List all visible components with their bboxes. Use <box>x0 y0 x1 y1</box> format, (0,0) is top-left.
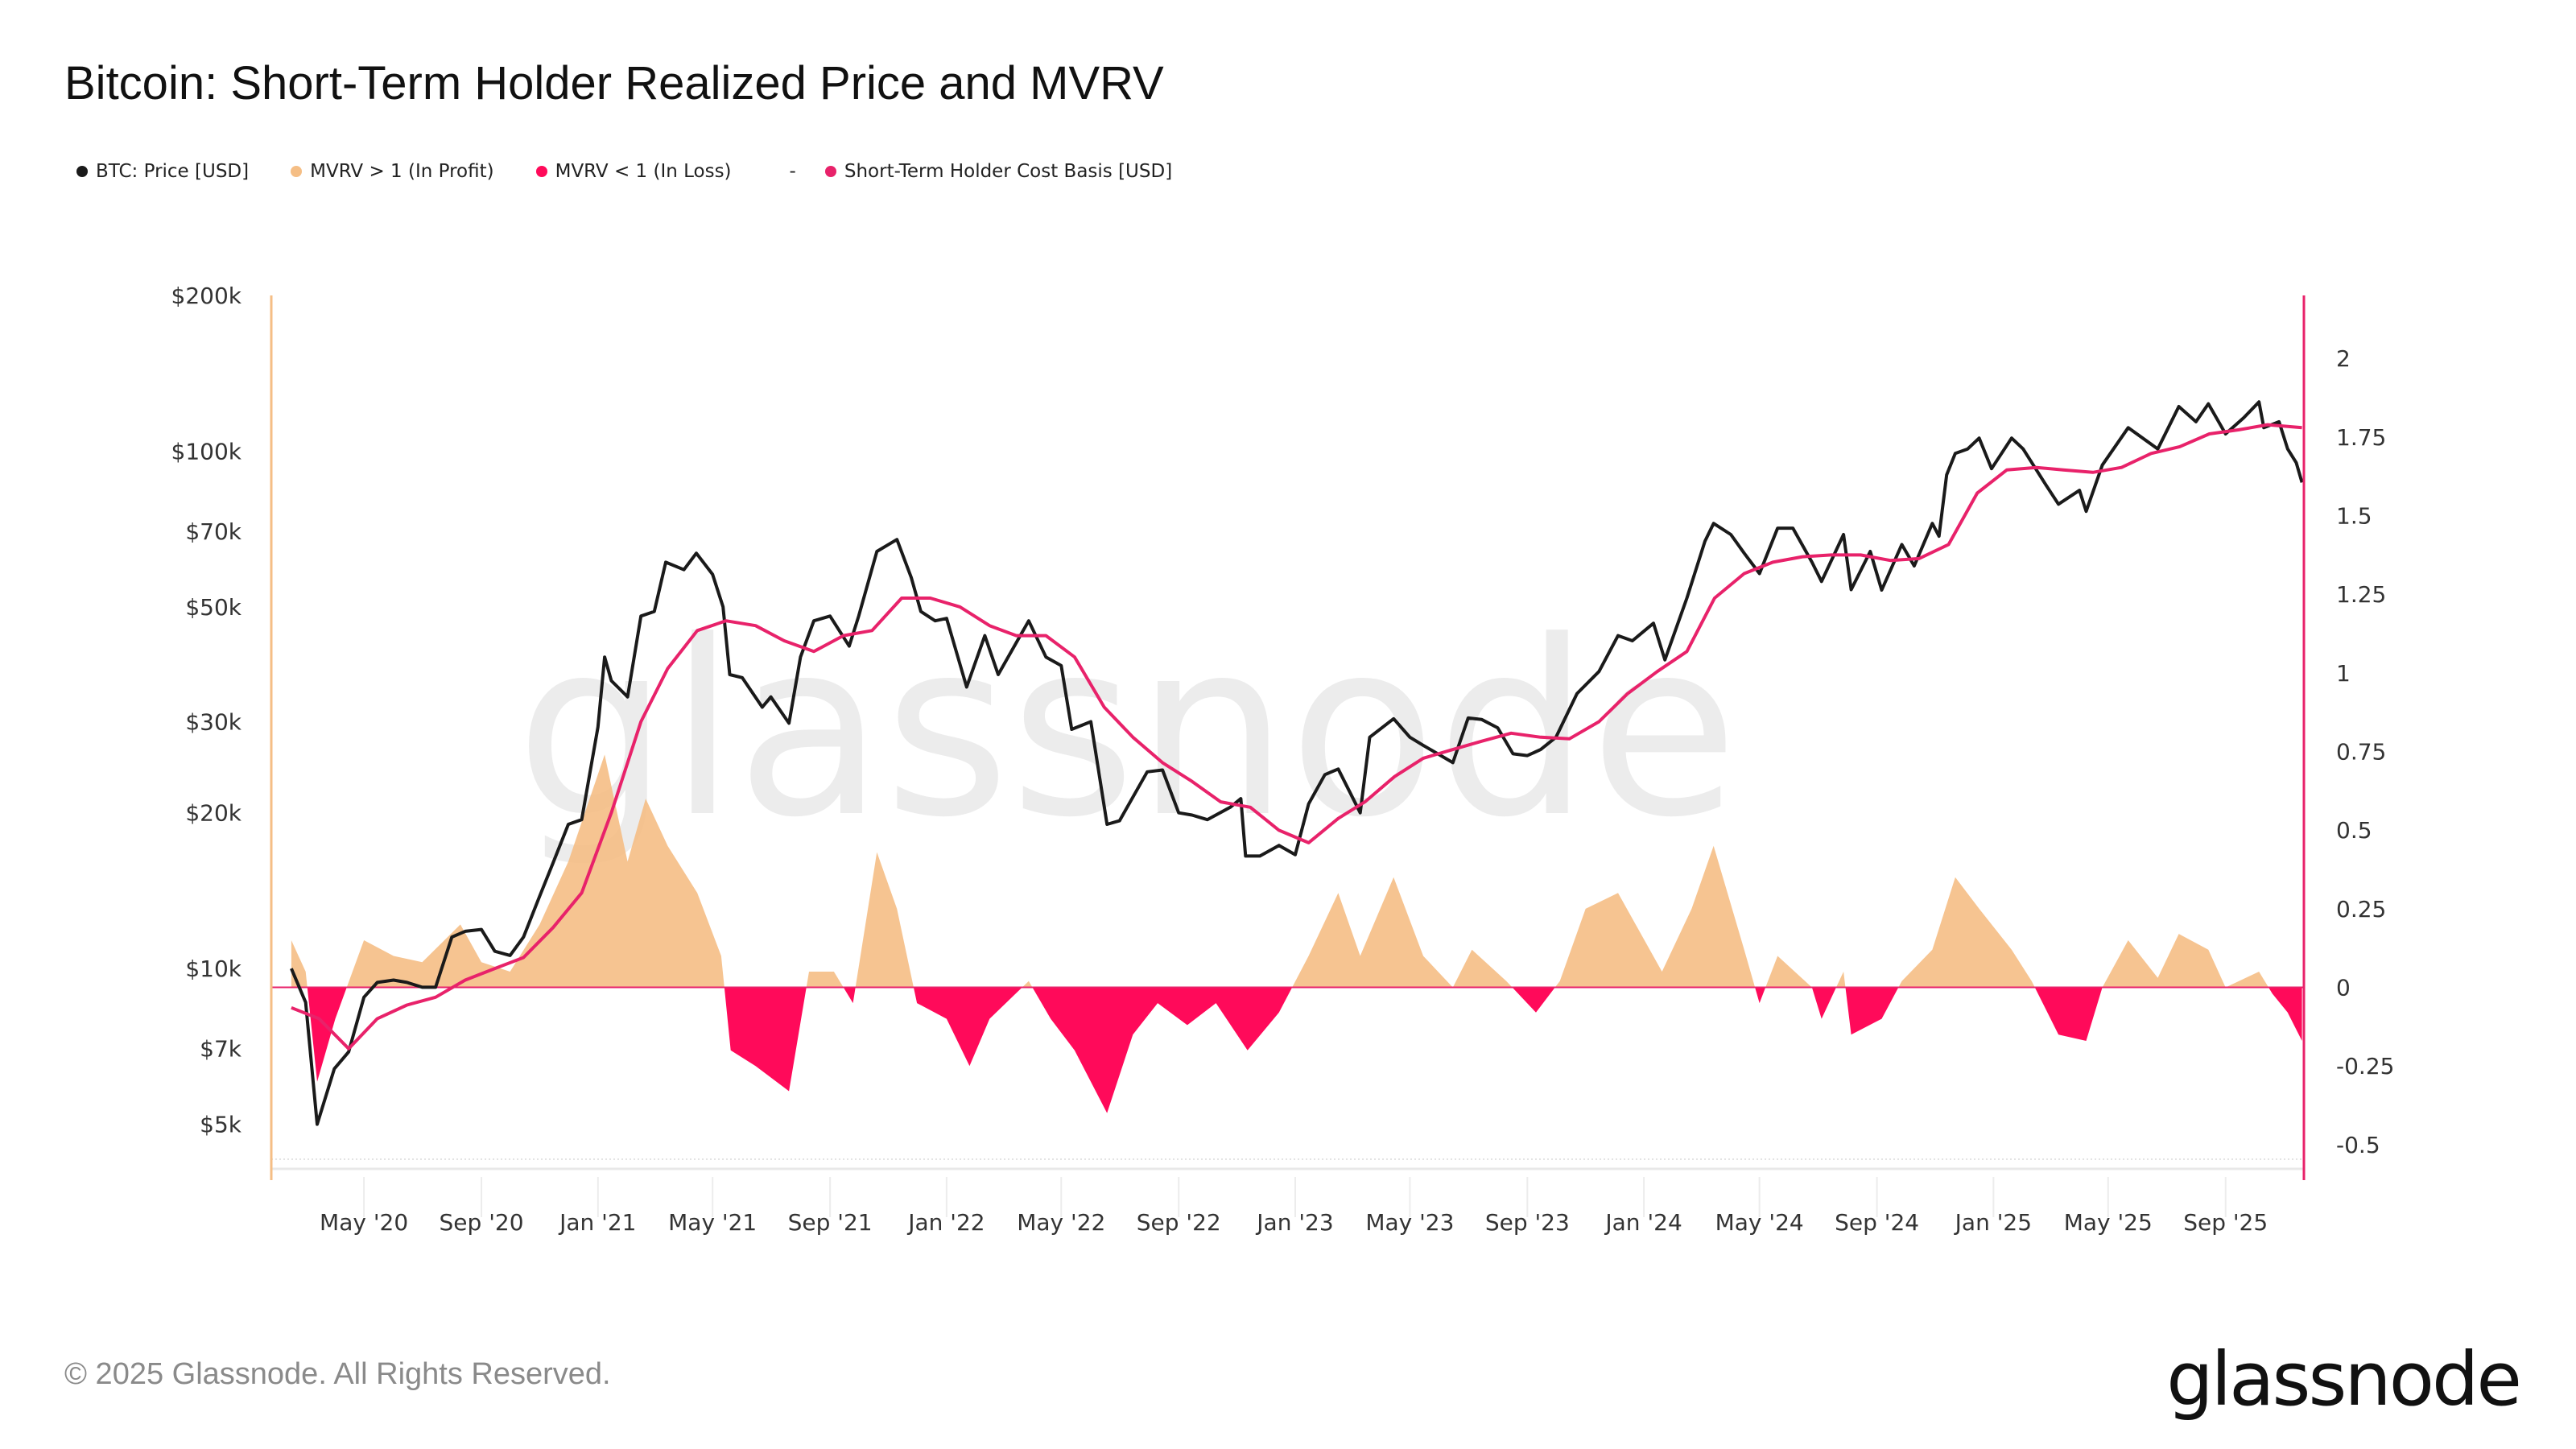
x-tick-label: May '20 <box>320 1209 408 1236</box>
y-right-tick-label: -0.5 <box>2336 1132 2380 1158</box>
legend: BTC: Price [USD] MVRV > 1 (In Profit) MV… <box>76 161 1172 182</box>
x-tick-label: Sep '23 <box>1485 1209 1570 1236</box>
x-tick-label: Sep '25 <box>2183 1209 2268 1236</box>
x-tick-label: Jan '24 <box>1604 1209 1682 1236</box>
y-left-tick-label: $30k <box>185 709 242 736</box>
x-tick-label: May '23 <box>1365 1209 1454 1236</box>
legend-label: BTC: Price [USD] <box>96 161 250 182</box>
y-right-tick-label: 0.25 <box>2336 896 2386 923</box>
y-left-tick-label: $200k <box>171 283 242 309</box>
legend-item-btc-price[interactable]: BTC: Price [USD] <box>76 161 249 182</box>
y-right-tick-label: 0.75 <box>2336 739 2386 766</box>
legend-dot <box>824 166 836 177</box>
y-left-tick-label: $20k <box>185 800 242 827</box>
x-tick-label: Sep '24 <box>1835 1209 1919 1236</box>
x-tick-label: May '21 <box>668 1209 757 1236</box>
y-right-tick-label: 1.5 <box>2336 502 2372 529</box>
y-left-tick-label: $50k <box>185 594 242 621</box>
legend-item-sth-cost-basis[interactable]: - Short-Term Holder Cost Basis [USD] <box>790 161 1173 182</box>
y-left-tick-label: $5k <box>200 1112 242 1138</box>
chart-title: Bitcoin: Short-Term Holder Realized Pric… <box>64 57 1164 109</box>
legend-dot <box>76 166 88 177</box>
y-right-tick-label: 0 <box>2336 975 2351 1001</box>
x-tick-label: Sep '22 <box>1137 1209 1221 1236</box>
legend-dot <box>535 166 547 177</box>
legend-prefix: - <box>789 161 796 182</box>
x-tick-label: Sep '20 <box>440 1209 524 1236</box>
x-tick-label: Sep '21 <box>788 1209 873 1236</box>
legend-item-mvrv-loss[interactable]: MVRV < 1 (In Loss) <box>535 161 732 182</box>
x-tick-label: Jan '22 <box>906 1209 985 1236</box>
x-tick-label: Jan '25 <box>1954 1209 2032 1236</box>
y-left-tick-label: $7k <box>200 1036 242 1063</box>
legend-dot <box>291 166 303 177</box>
legend-label: MVRV < 1 (In Loss) <box>555 161 732 182</box>
y-right-tick-label: 2 <box>2336 345 2351 372</box>
y-right-tick-label: 1 <box>2336 660 2351 687</box>
x-tick-label: Jan '23 <box>1255 1209 1333 1236</box>
y-left-tick-label: $10k <box>185 956 242 982</box>
x-tick-label: May '22 <box>1017 1209 1105 1236</box>
x-tick-label: Jan '21 <box>558 1209 636 1236</box>
sth-cost-basis-line <box>291 423 2302 1051</box>
x-tick-label: May '24 <box>1715 1209 1804 1236</box>
y-left-tick-label: $100k <box>171 438 242 464</box>
copyright-footer: © 2025 Glassnode. All Rights Reserved. <box>64 1357 611 1391</box>
y-right-tick-label: -0.25 <box>2336 1053 2394 1080</box>
y-left-tick-label: $70k <box>185 518 242 545</box>
legend-label: Short-Term Holder Cost Basis [USD] <box>844 161 1173 182</box>
y-right-tick-label: 1.25 <box>2336 581 2386 608</box>
y-right-tick-label: 1.75 <box>2336 424 2386 451</box>
legend-item-mvrv-profit[interactable]: MVRV > 1 (In Profit) <box>291 161 494 182</box>
x-tick-label: May '25 <box>2064 1209 2153 1236</box>
y-right-tick-label: 0.5 <box>2336 817 2372 844</box>
legend-label: MVRV > 1 (In Profit) <box>310 161 494 182</box>
glassnode-logo: glassnode <box>2166 1336 2522 1422</box>
btc-price-line <box>290 400 2304 1126</box>
